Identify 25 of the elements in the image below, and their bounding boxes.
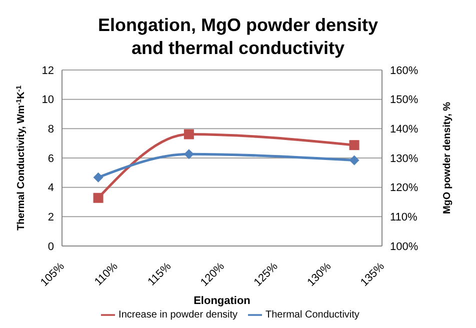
y-tick-label: 2 <box>48 212 54 224</box>
point <box>93 172 104 182</box>
y-tick-label: 8 <box>48 124 54 136</box>
y2-tick-label: 160% <box>390 64 418 77</box>
point <box>349 155 360 166</box>
y-tick-label: 10 <box>42 94 54 106</box>
point <box>184 129 194 140</box>
y2-tick-label: 100% <box>390 240 418 253</box>
y-tick-label: 0 <box>48 240 54 253</box>
y-tick-label: 4 <box>48 182 54 194</box>
y2-axis-title: MgO powder density, % <box>442 102 453 214</box>
point <box>184 149 194 160</box>
chart-title: Elongation, MgO powder density and thermal conductivity <box>96 14 379 60</box>
x-axis-title: Elongation <box>194 295 251 307</box>
y2-tick-label: 110% <box>390 212 418 224</box>
y-tick-label: 12 <box>42 64 54 77</box>
legend-label: Increase in powder density <box>118 310 238 321</box>
point <box>349 140 360 150</box>
y2-tick-label: 130% <box>390 152 418 165</box>
y-tick-label: 6 <box>48 152 54 165</box>
point <box>93 192 104 203</box>
legend-label: Thermal Conductivity <box>266 310 360 321</box>
y2-tick-label: 120% <box>390 182 418 194</box>
y2-tick-label: 150% <box>390 94 418 106</box>
y2-tick-label: 140% <box>390 124 418 136</box>
